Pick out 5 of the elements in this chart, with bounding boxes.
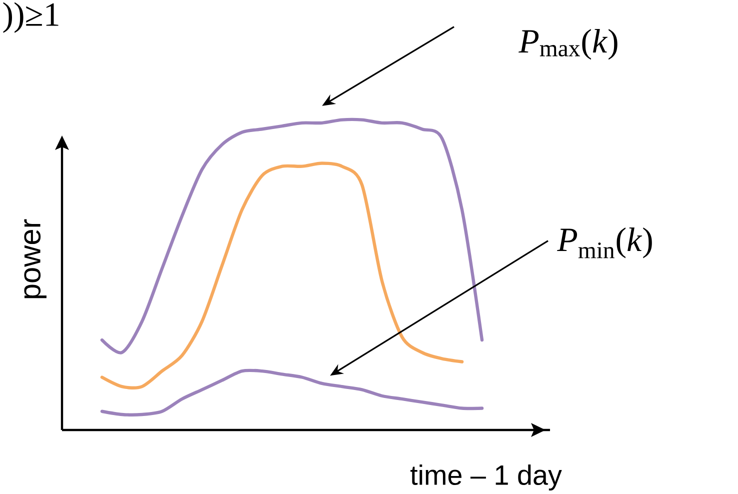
- x-axis-title: time – 1 day: [410, 464, 562, 491]
- text: P$_{max}$(k): [518, 28, 618, 60]
- text: P$_{min}$(k): [557, 227, 652, 258]
- text: ))≥1: [3, 2, 58, 33]
- y-axis-title: power: [24, 219, 46, 298]
